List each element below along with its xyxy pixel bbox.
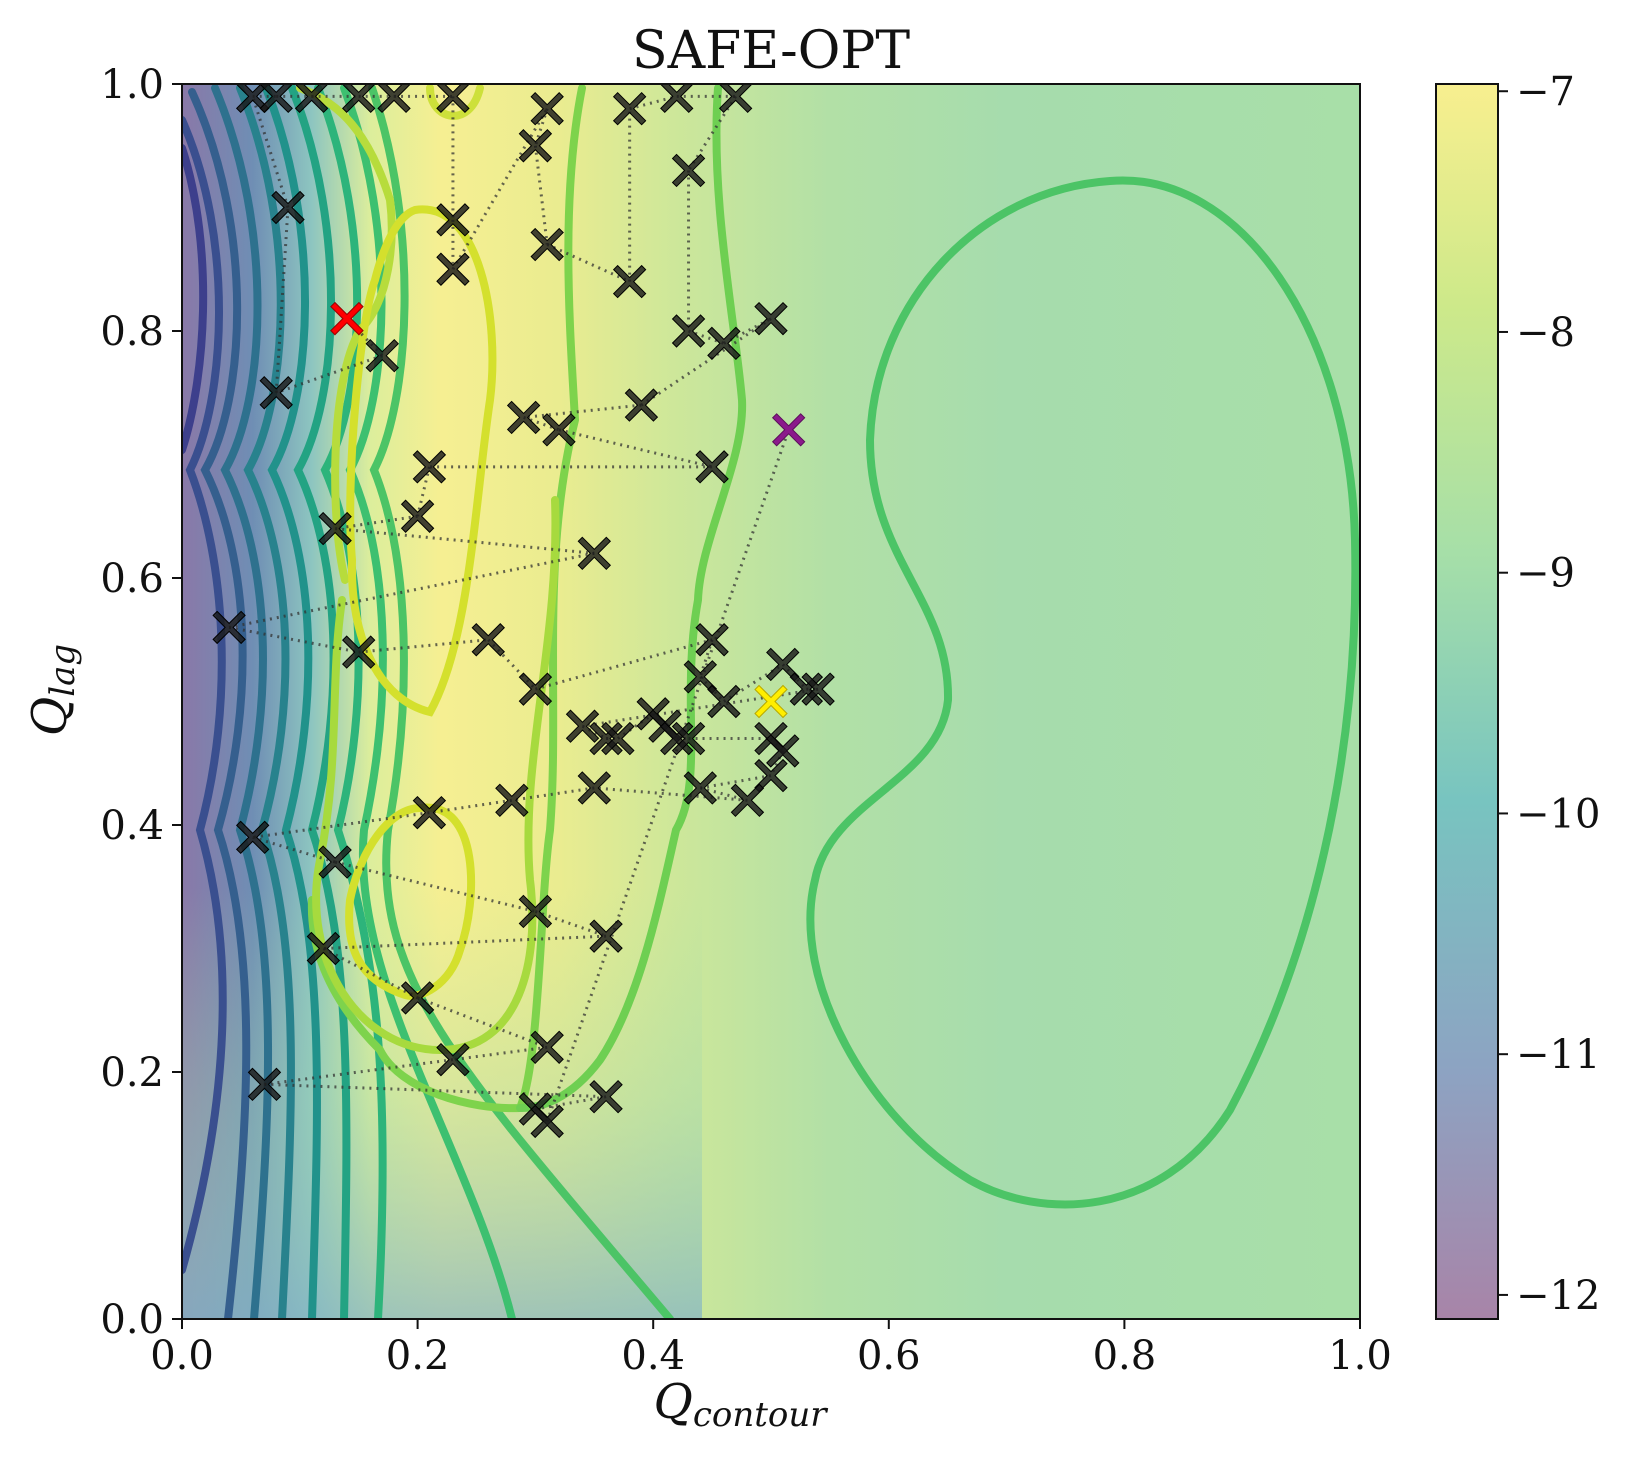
- trajectory-segment: [535, 1095, 607, 1111]
- contour-line: [188, 88, 251, 1319]
- colorbar-tick-label: −10: [1516, 791, 1600, 837]
- trajectory-segment: [545, 429, 791, 1122]
- contour-line: [262, 84, 321, 1319]
- trajectory-segment: [274, 207, 290, 393]
- x-tick-label: 0.2: [386, 1333, 450, 1379]
- x-tick-label: 1.0: [1328, 1333, 1392, 1379]
- contour-line: [345, 803, 475, 1000]
- contour-line: [307, 84, 586, 1113]
- trajectory-segment: [558, 428, 713, 469]
- trajectory-segment: [640, 317, 772, 407]
- trajectory-segment: [534, 638, 713, 691]
- contour-line: [296, 84, 396, 584]
- y-tick-label: 1.0: [100, 62, 164, 108]
- x-axis-label: Qcontour: [653, 1374, 828, 1435]
- colorbar-gradient: [1435, 83, 1499, 1320]
- colorbar-tick-label: −7: [1516, 69, 1575, 115]
- y-tick-label: 0.6: [100, 556, 164, 602]
- y-axis-label: Qlag: [22, 644, 83, 736]
- contour-line: [806, 176, 1360, 1209]
- trajectory-segment: [252, 811, 430, 839]
- colorbar-tick-label: −8: [1516, 310, 1575, 356]
- trajectory-segment: [252, 835, 336, 864]
- colorbar-ticks: −7 −8 −9 −10 −11 −12: [1498, 69, 1600, 1319]
- contour-line: [182, 144, 208, 454]
- chart-title: SAFE-OPT: [632, 21, 910, 81]
- trajectory-segment: [323, 934, 607, 950]
- trajectory-segment: [416, 466, 431, 517]
- trajectory-segment: [451, 107, 549, 271]
- y-tick-label: 0.4: [100, 803, 164, 849]
- colorbar-tick-label: −11: [1516, 1032, 1600, 1078]
- trajectory-segment: [358, 638, 489, 654]
- plot-area: [181, 83, 1361, 1320]
- contour-line: [211, 84, 273, 1319]
- contour-line: [236, 84, 295, 1319]
- trajectory-segment: [452, 1045, 548, 1062]
- trajectory-segment: [275, 354, 383, 395]
- trajectory-segment: [533, 145, 549, 245]
- contour-line: [346, 205, 497, 717]
- trajectory-segment: [699, 786, 748, 802]
- x-tick-label: 0.0: [150, 1333, 214, 1379]
- colorbar: −7 −8 −9 −10 −11 −12: [1435, 69, 1600, 1320]
- y-axis: 0.0 0.2 0.4 0.6 0.8 1.0: [100, 62, 182, 1343]
- trajectory-segment: [546, 243, 631, 283]
- plot-frame: [181, 83, 1361, 1320]
- y-tick-label: 0.2: [100, 1050, 164, 1096]
- trajectory-segment: [582, 687, 819, 728]
- trajectory-segment: [334, 527, 595, 555]
- contour-line: [182, 116, 227, 1274]
- colorbar-tick-label: −9: [1516, 551, 1575, 597]
- trajectory-segment: [228, 625, 359, 654]
- trajectory-segment: [523, 403, 642, 419]
- contour-line: [426, 84, 484, 120]
- x-tick-label: 0.4: [621, 1333, 685, 1379]
- y-tick-label: 0.8: [100, 309, 164, 355]
- x-tick-label: 0.6: [857, 1333, 921, 1379]
- x-tick-label: 0.8: [1093, 1333, 1157, 1379]
- trajectory-segment: [700, 774, 772, 790]
- y-tick-label: 0.0: [100, 1297, 164, 1343]
- x-axis: 0.0 0.2 0.4 0.6 0.8 1.0: [150, 1319, 1392, 1379]
- trajectory-segment: [629, 94, 678, 111]
- trajectory-segment: [264, 1082, 607, 1099]
- colorbar-tick-label: −12: [1516, 1273, 1600, 1319]
